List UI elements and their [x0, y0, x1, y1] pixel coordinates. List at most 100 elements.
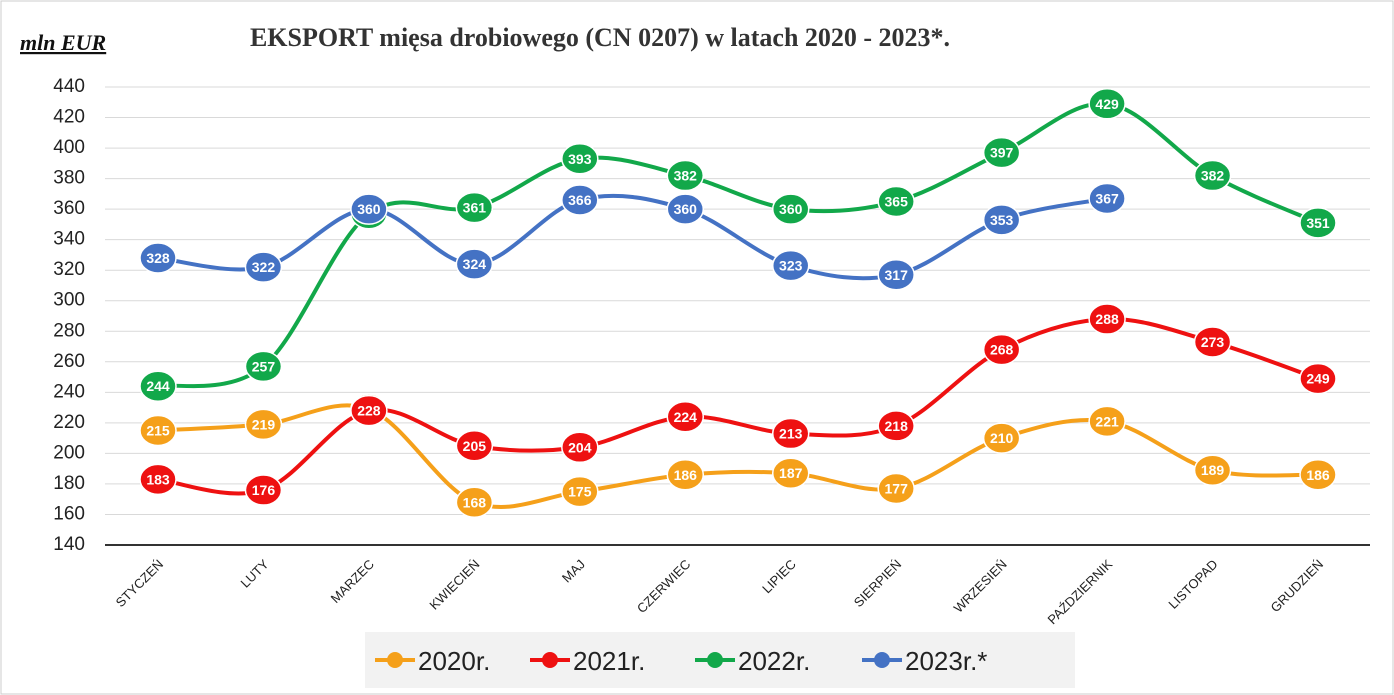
marker [877, 185, 915, 218]
value-label: 353 [990, 212, 1014, 228]
y-tick-label: 200 [53, 442, 85, 463]
value-label: 365 [885, 194, 909, 210]
marker [244, 251, 283, 283]
marker [244, 474, 283, 506]
value-label: 382 [1201, 168, 1225, 184]
value-label: 288 [1095, 311, 1119, 327]
value-label: 244 [146, 378, 170, 394]
y-tick-label: 340 [53, 229, 85, 250]
y-tick-label: 140 [53, 534, 85, 555]
value-label: 228 [357, 403, 381, 419]
marker [561, 184, 599, 216]
y-tick-label: 220 [53, 412, 85, 433]
value-label: 273 [1201, 334, 1225, 350]
value-label: 186 [1306, 467, 1330, 483]
marker [1088, 303, 1126, 335]
value-label: 366 [568, 192, 592, 208]
y-tick-label: 360 [53, 198, 85, 219]
marker [1299, 362, 1337, 395]
value-label: 218 [885, 418, 909, 434]
value-label: 213 [779, 426, 803, 442]
marker [666, 401, 705, 433]
marker [350, 394, 388, 427]
value-label: 177 [885, 481, 909, 497]
series: 183 176 228 205 204 224 213 218 268 288 273 249 [139, 303, 1337, 506]
value-label: 204 [568, 439, 592, 455]
series-line [157, 193, 1108, 281]
value-label: 221 [1095, 413, 1119, 429]
value-label: 361 [463, 200, 487, 216]
marker [877, 410, 915, 442]
value-label: 215 [146, 423, 170, 439]
marker [666, 159, 705, 192]
y-tick-label: 160 [53, 503, 85, 524]
y-tick-label: 260 [53, 351, 85, 372]
value-label: 360 [779, 201, 803, 217]
legend-marker [387, 652, 403, 668]
marker [771, 249, 810, 282]
marker [982, 333, 1021, 366]
legend-item: 2021r. [530, 646, 645, 676]
marker [455, 430, 494, 462]
value-label: 224 [674, 409, 698, 425]
legend-marker [874, 652, 890, 668]
value-label: 187 [779, 465, 803, 481]
y-tick-label: 180 [53, 473, 85, 494]
marker [455, 191, 494, 224]
value-label: 323 [779, 258, 803, 274]
marker [982, 204, 1021, 236]
marker [139, 370, 177, 402]
legend-item: 2022r. [695, 646, 810, 676]
marker [1088, 88, 1126, 120]
value-label: 257 [252, 358, 276, 374]
value-label: 382 [674, 168, 698, 184]
marker [455, 248, 494, 280]
marker [1193, 326, 1232, 358]
legend-item: 2023r.* [862, 646, 987, 676]
value-label: 360 [674, 201, 698, 217]
y-tick-label: 280 [53, 320, 85, 341]
legend-label: 2022r. [738, 646, 810, 676]
value-label: 268 [990, 342, 1014, 358]
y-tick-label: 240 [53, 381, 85, 402]
y-tick-label: 420 [53, 107, 85, 128]
value-label: 176 [252, 482, 276, 498]
legend-item: 2020r. [375, 646, 490, 676]
y-tick-label: 300 [53, 290, 85, 311]
marker [139, 463, 177, 496]
value-label: 367 [1095, 190, 1119, 206]
marker [877, 472, 915, 505]
marker [666, 459, 705, 491]
value-label: 183 [146, 471, 170, 487]
marker [1299, 459, 1337, 491]
y-tick-label: 320 [53, 259, 85, 280]
marker [666, 193, 705, 225]
marker [1193, 454, 1232, 486]
marker [982, 422, 1021, 454]
marker [771, 193, 810, 225]
value-label: 186 [674, 467, 698, 483]
value-label: 397 [990, 145, 1014, 161]
series: 244257357361393382360365397429382351 [139, 88, 1337, 402]
marker [1088, 405, 1126, 438]
y-axis-label: mln EUR [20, 30, 106, 55]
value-label: 175 [568, 484, 592, 500]
legend-marker [542, 652, 558, 668]
value-label: 351 [1306, 215, 1330, 231]
series: 328 322 360 324 366 360 323 317 353 367 [139, 182, 1126, 291]
value-label: 210 [990, 430, 1014, 446]
marker [139, 414, 177, 447]
value-label: 168 [463, 494, 487, 510]
legend-label: 2023r.* [905, 646, 987, 676]
marker [771, 417, 810, 450]
marker [244, 408, 283, 441]
value-label: 205 [463, 438, 487, 454]
marker [455, 486, 494, 519]
y-tick-label: 380 [53, 168, 85, 189]
legend-marker [707, 652, 723, 668]
marker [1193, 159, 1232, 192]
marker [1299, 207, 1337, 239]
legend-label: 2021r. [573, 646, 645, 676]
